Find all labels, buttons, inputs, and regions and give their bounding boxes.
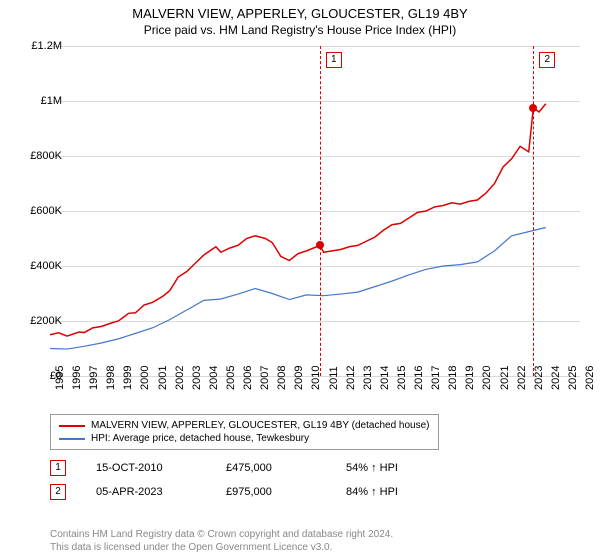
legend-swatch (59, 438, 85, 440)
footer-line-1: Contains HM Land Registry data © Crown c… (50, 528, 393, 541)
x-axis-label: 1998 (105, 366, 117, 390)
x-axis-label: 2026 (584, 366, 596, 390)
marker-vline (533, 46, 534, 376)
legend-swatch (59, 425, 85, 427)
x-axis-label: 2021 (499, 366, 511, 390)
chart-subtitle: Price paid vs. HM Land Registry's House … (0, 21, 600, 39)
x-axis-label: 2008 (276, 366, 288, 390)
x-axis-label: 2007 (259, 366, 271, 390)
x-axis-label: 2012 (345, 366, 357, 390)
event-price: £975,000 (226, 486, 316, 498)
x-axis-label: 1999 (122, 366, 134, 390)
event-price: £475,000 (226, 462, 316, 474)
event-marker: 1 (50, 460, 66, 476)
x-axis-label: 2013 (362, 366, 374, 390)
x-axis-label: 2015 (396, 366, 408, 390)
x-axis-label: 1996 (71, 366, 83, 390)
chart-container: MALVERN VIEW, APPERLEY, GLOUCESTER, GL19… (0, 0, 600, 560)
footer-line-2: This data is licensed under the Open Gov… (50, 541, 393, 554)
footer-attribution: Contains HM Land Registry data © Crown c… (50, 528, 393, 554)
legend-label: MALVERN VIEW, APPERLEY, GLOUCESTER, GL19… (91, 420, 430, 431)
x-axis-label: 2023 (533, 366, 545, 390)
x-axis-label: 2000 (139, 366, 151, 390)
marker-dot (529, 104, 537, 112)
chart-title: MALVERN VIEW, APPERLEY, GLOUCESTER, GL19… (0, 0, 600, 21)
legend-item: HPI: Average price, detached house, Tewk… (59, 432, 430, 445)
x-axis-label: 2005 (225, 366, 237, 390)
x-axis-label: 2003 (191, 366, 203, 390)
x-axis-label: 2002 (174, 366, 186, 390)
marker-dot (316, 241, 324, 249)
event-marker: 2 (50, 484, 66, 500)
event-delta: 54% ↑ HPI (346, 462, 398, 474)
event-delta: 84% ↑ HPI (346, 486, 398, 498)
x-axis-label: 2014 (379, 366, 391, 390)
x-axis-label: 2025 (567, 366, 579, 390)
x-axis-label: 2024 (550, 366, 562, 390)
y-axis-label: £600K (7, 205, 62, 217)
x-axis-label: 2022 (516, 366, 528, 390)
x-axis-label: 2001 (157, 366, 169, 390)
chart-lines (50, 46, 580, 376)
x-axis-label: 2017 (430, 366, 442, 390)
event-date: 15-OCT-2010 (96, 462, 196, 474)
legend-item: MALVERN VIEW, APPERLEY, GLOUCESTER, GL19… (59, 419, 430, 432)
series-line (50, 104, 546, 336)
marker-vline (320, 46, 321, 376)
x-axis-label: 2011 (328, 366, 340, 390)
x-axis-label: 1997 (88, 366, 100, 390)
y-axis-label: £800K (7, 150, 62, 162)
plot-area: 12 (50, 46, 580, 376)
x-axis-label: 2018 (447, 366, 459, 390)
events-table: 1 15-OCT-2010 £475,000 54% ↑ HPI 2 05-APR-202… (50, 456, 398, 504)
x-axis-label: 2019 (464, 366, 476, 390)
x-axis-label: 2020 (481, 366, 493, 390)
y-axis-label: £1M (7, 95, 62, 107)
legend: MALVERN VIEW, APPERLEY, GLOUCESTER, GL19… (50, 414, 439, 450)
x-axis-label: 2004 (208, 366, 220, 390)
legend-label: HPI: Average price, detached house, Tewk… (91, 433, 309, 444)
x-axis-label: 2010 (310, 366, 322, 390)
x-axis-label: 2009 (293, 366, 305, 390)
marker-label-box: 1 (326, 52, 342, 68)
event-row: 2 05-APR-2023 £975,000 84% ↑ HPI (50, 480, 398, 504)
x-axis-label: 2016 (413, 366, 425, 390)
marker-label-box: 2 (539, 52, 555, 68)
y-axis-label: £1.2M (7, 40, 62, 52)
y-axis-label: £200K (7, 315, 62, 327)
y-axis-label: £400K (7, 260, 62, 272)
x-axis-label: 2006 (242, 366, 254, 390)
series-line (50, 228, 546, 350)
x-axis-label: 1995 (54, 366, 66, 390)
event-date: 05-APR-2023 (96, 486, 196, 498)
event-row: 1 15-OCT-2010 £475,000 54% ↑ HPI (50, 456, 398, 480)
